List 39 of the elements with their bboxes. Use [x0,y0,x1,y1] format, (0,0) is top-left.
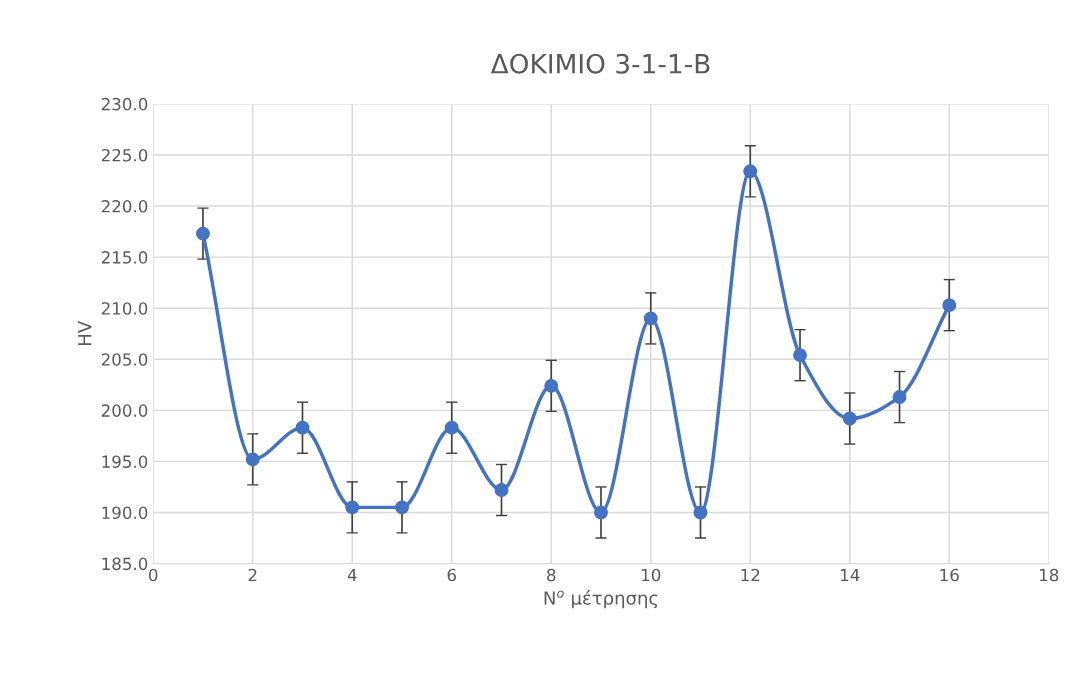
point [544,378,559,393]
point [842,411,857,426]
y-tick-label: 185.0 [102,557,148,571]
x-tick-label: 10 [641,568,661,582]
point [693,505,708,520]
x-tick-label: 6 [447,568,456,582]
chart-title: ΔΟΚΙΜΙΟ 3-1-1-Β [490,53,710,74]
x-axis-title: N$^{o}$ μέτρησης [544,590,658,609]
y-axis-title: HV [78,320,92,345]
y-tick-label: 210.0 [101,302,148,315]
y-tick-label: 215.0 [101,251,148,264]
x-tick-label: 2 [248,568,257,582]
point [295,420,310,435]
point [245,452,260,467]
y-tick-label: 195.0 [102,455,148,468]
y-tick-label: 205.0 [101,353,148,366]
point [494,483,509,497]
point [643,311,658,326]
x-tick-label: 8 [547,568,556,582]
y-tick-label: 190.0 [102,506,148,520]
point [196,226,210,241]
x-tick-label: 14 [841,568,860,582]
point [743,164,758,179]
point [395,500,409,515]
x-tick-label: 18 [1040,568,1059,582]
point [942,298,957,313]
point [793,348,807,363]
x-tick-label: 4 [347,568,357,582]
x-tick-label: 16 [940,568,959,582]
y-tick-label: 220.0 [101,200,148,213]
y-tick-label: 230.0 [101,97,148,111]
point [594,505,608,520]
point [444,420,459,435]
point [892,390,907,405]
x-tick-label: 0 [149,568,158,582]
y-tick-label: 225.0 [101,148,148,162]
y-tick-label: 200.0 [101,404,148,417]
x-tick-label: 12 [741,568,760,582]
point [345,500,360,515]
